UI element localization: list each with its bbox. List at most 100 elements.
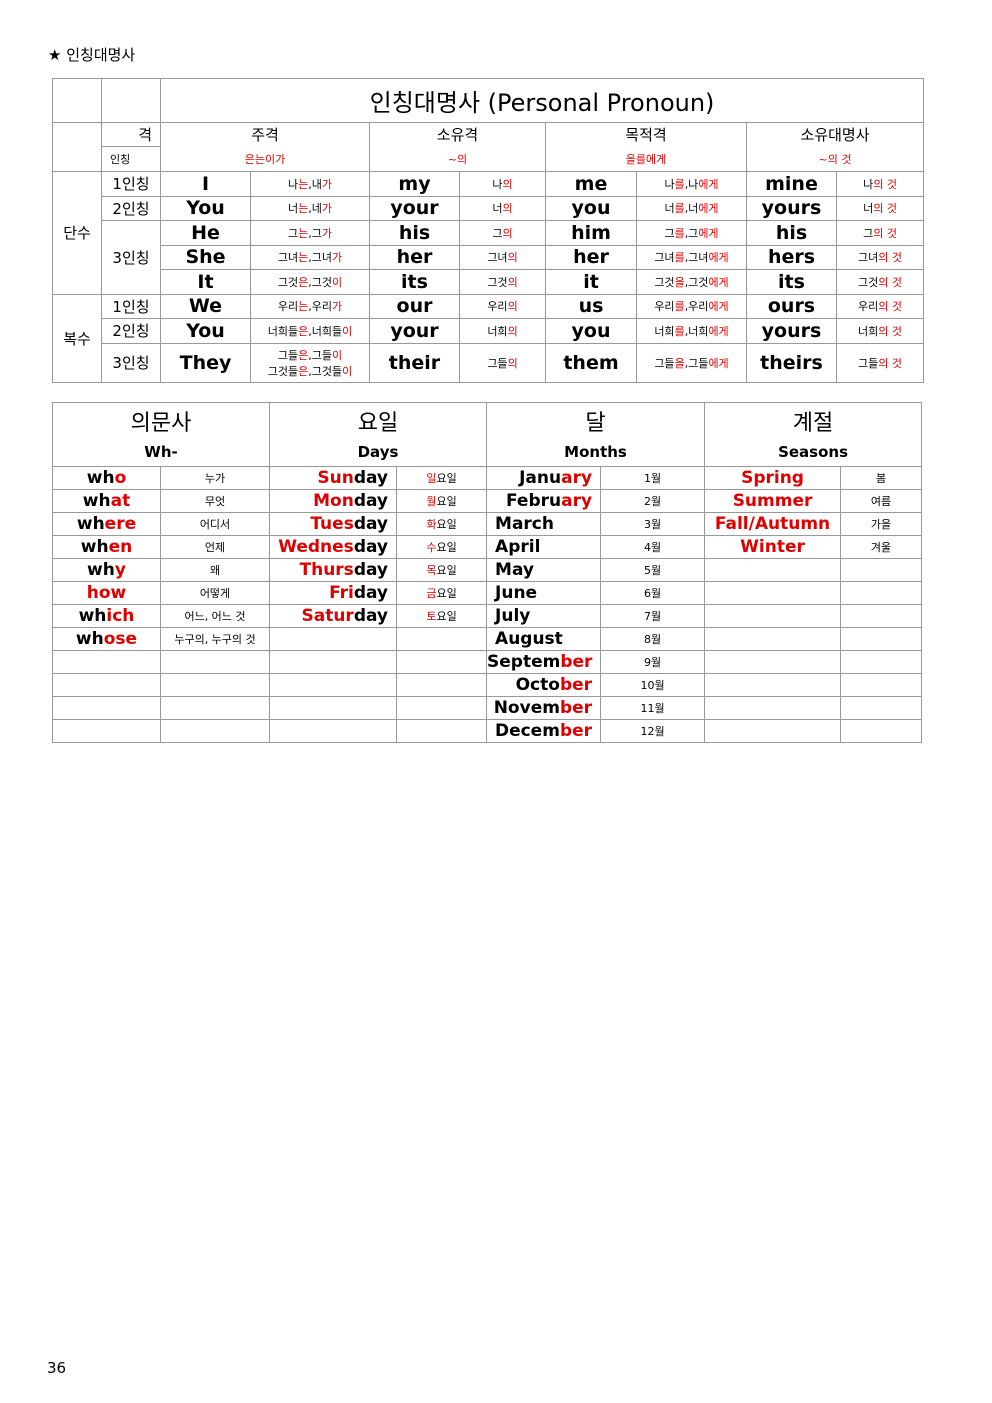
month-word-meaning: 1월 [600,466,706,490]
vocab-row: which 어느, 어느 것 Saturday 토요일 July 7월 [52,604,923,628]
month-word: September [486,650,602,674]
empty-cell [704,604,842,628]
object-meaning: 우리를,우리에게 [636,293,747,319]
day-word-meaning: 토요일 [396,604,488,628]
possessive-noun-meaning: 그들의 것 [835,342,925,383]
possessive-pronoun: your [369,318,460,344]
possessive-meaning: 그것의 [459,269,546,295]
person-label: 1인칭 [101,293,161,319]
wh-word: when [52,535,161,559]
object-pronoun: her [545,244,637,270]
case-hint: ~의 것 [745,146,925,172]
day-word-meaning: 일요일 [396,466,488,490]
empty-cell [396,627,488,651]
case-header: 소유격 [369,122,546,147]
empty-cell [396,650,488,674]
object-pronoun: you [545,318,637,344]
empty-cell [840,627,923,651]
wh-word: whose [52,627,161,651]
vocab-row: October 10월 [52,673,923,697]
month-word-meaning: 12월 [600,719,706,743]
table-title: 인칭대명사 (Personal Pronoun) [159,78,925,123]
month-word: November [486,696,602,720]
empty-cell [840,650,923,674]
pronoun-row: 2인칭 You 너희들은,너희들이 your 너희의 you 너희를,너희에게 yours 너희… [53,318,925,344]
month-word: March [486,512,602,536]
empty-cell [840,719,923,743]
subject-meaning: 그녀는,그녀가 [250,244,370,270]
category-title: 달 [486,402,706,438]
month-word-meaning: 5월 [600,558,706,582]
subject-pronoun: We [160,293,251,319]
empty-cell [52,650,161,674]
month-word-meaning: 10월 [600,673,706,697]
case-hint: 을를에게 [545,146,747,172]
subject-pronoun: You [160,318,251,344]
possessive-pronoun: its [369,269,460,295]
possessive-noun-pronoun: yours [746,195,837,221]
month-word: October [486,673,602,697]
month-word: February [486,489,602,513]
empty-cell [159,719,271,743]
category-title: 요일 [269,402,488,438]
empty-cell [396,719,488,743]
vocab-row: November 11월 [52,696,923,720]
subject-pronoun: They [160,342,251,383]
month-word-meaning: 6월 [600,581,706,605]
subject-pronoun: I [160,171,251,197]
wh-word: where [52,512,161,536]
empty-cell [704,719,842,743]
category-subtitle: Days [269,438,488,467]
wh-word: why [52,558,161,582]
vocab-row: when 언제 Wednesday 수요일 April 4월 Winter 겨울 [52,535,923,559]
vocab-row: September 9월 [52,650,923,674]
vocab-row: what 무엇 Monday 월요일 February 2월 Summer 여름 [52,489,923,513]
possessive-pronoun: your [369,195,460,221]
vocab-row: whose 누구의, 누구의 것 August 8월 [52,627,923,651]
subject-pronoun: She [160,244,251,270]
possessive-meaning: 그들의 [459,342,546,383]
case-header: 목적격 [545,122,747,147]
empty-cell [159,650,271,674]
empty-cell [52,673,161,697]
day-word: Sunday [269,466,398,490]
season-word-meaning: 봄 [840,466,923,490]
object-meaning: 그를,그에게 [636,220,747,246]
object-pronoun: me [545,171,637,197]
possessive-meaning: 우리의 [459,293,546,319]
possessive-noun-pronoun: mine [746,171,837,197]
month-word: April [486,535,602,559]
object-meaning: 나를,나에게 [636,171,747,197]
section-heading: ★ 인칭대명사 [48,46,136,64]
empty-cell [840,604,923,628]
possessive-noun-pronoun: hers [746,244,837,270]
wh-word: what [52,489,161,513]
object-pronoun: us [545,293,637,319]
empty-cell [840,673,923,697]
subject-meaning: 나는,내가 [250,171,370,197]
wh-word: how [52,581,161,605]
possessive-pronoun: his [369,220,460,246]
empty-cell [159,696,271,720]
category-title: 계절 [704,402,923,438]
pronoun-row: 단수 1인칭 I 나는,내가 my 나의 me 나를,나에게 mine 나의 것 [52,171,925,295]
person-label: 3인칭 [101,220,161,295]
possessive-pronoun: my [369,171,460,197]
corner-case-label: 격 [101,122,161,147]
possessive-noun-meaning: 우리의 것 [835,293,925,319]
category-subtitle: Seasons [704,438,923,467]
page-number: 36 [47,1359,67,1377]
vocab-row: December 12월 [52,719,923,743]
possessive-noun-meaning: 그것의 것 [835,269,925,295]
empty-cell [159,673,271,697]
subject-pronoun: It [160,269,251,295]
month-word-meaning: 9월 [600,650,706,674]
person-label: 2인칭 [101,195,161,221]
vocab-table: 의문사 요일 달 계절 Wh- Days Months Seasons who 누가 Sunday 일… [51,402,923,743]
possessive-meaning: 그의 [459,220,546,246]
day-word: Tuesday [269,512,398,536]
corner-blank-2 [101,78,161,123]
pronoun-row: 3인칭 He 그는,그가 his 그의 him 그를,그에게 his 그의 것 [53,220,925,295]
object-pronoun: him [545,220,637,246]
empty-cell [269,719,398,743]
